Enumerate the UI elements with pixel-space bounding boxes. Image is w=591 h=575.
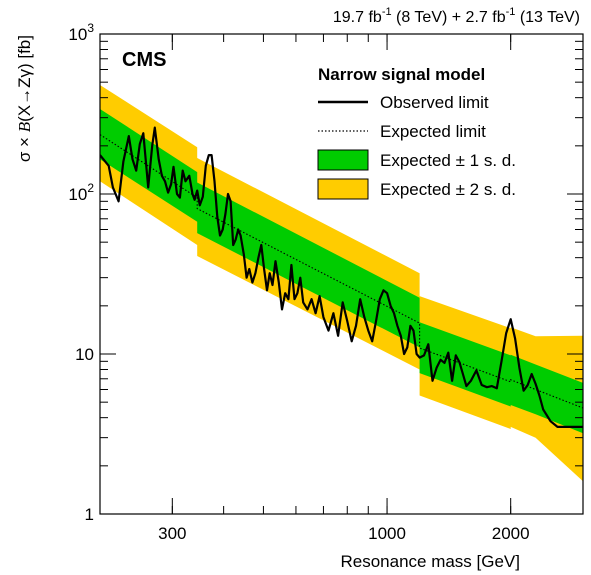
- y-axis-title: σ × B(X→Zγ) [fb]: [15, 35, 34, 162]
- expected-limit-line: [100, 134, 583, 409]
- legend-expected-label: Expected limit: [380, 122, 486, 141]
- cms-label: CMS: [122, 49, 166, 71]
- legend-1sd-swatch: [317, 149, 369, 171]
- lines-layer: [100, 126, 583, 428]
- observed-limit-line: [100, 126, 583, 428]
- x-tick-label: 1000: [368, 524, 406, 543]
- lumi-label: 19.7 fb-1 (8 TeV) + 2.7 fb-1 (13 TeV): [333, 6, 580, 26]
- legend: Narrow signal model Observed limit Expec…: [317, 65, 516, 200]
- y-tick-label: 10: [75, 345, 94, 364]
- bands-layer: [100, 85, 583, 482]
- legend-observed-label: Observed limit: [380, 93, 489, 112]
- legend-1sd-label: Expected ± 1 s. d.: [380, 151, 516, 170]
- legend-title: Narrow signal model: [318, 65, 485, 84]
- y-tick-label: 103: [68, 21, 94, 44]
- x-tick-label: 2000: [492, 524, 530, 543]
- y-tick-label: 1: [85, 505, 94, 524]
- band-1sd: [100, 109, 583, 434]
- x-axis-title: Resonance mass [GeV]: [340, 552, 520, 571]
- y-tick-label: 102: [68, 181, 94, 204]
- legend-2sd-swatch: [317, 178, 369, 200]
- axes-layer: 1 10 102 103 300 1000 2000: [68, 21, 584, 543]
- legend-2sd-label: Expected ± 2 s. d.: [380, 180, 516, 199]
- x-tick-label: 300: [158, 524, 186, 543]
- plot-frame: [99, 33, 584, 515]
